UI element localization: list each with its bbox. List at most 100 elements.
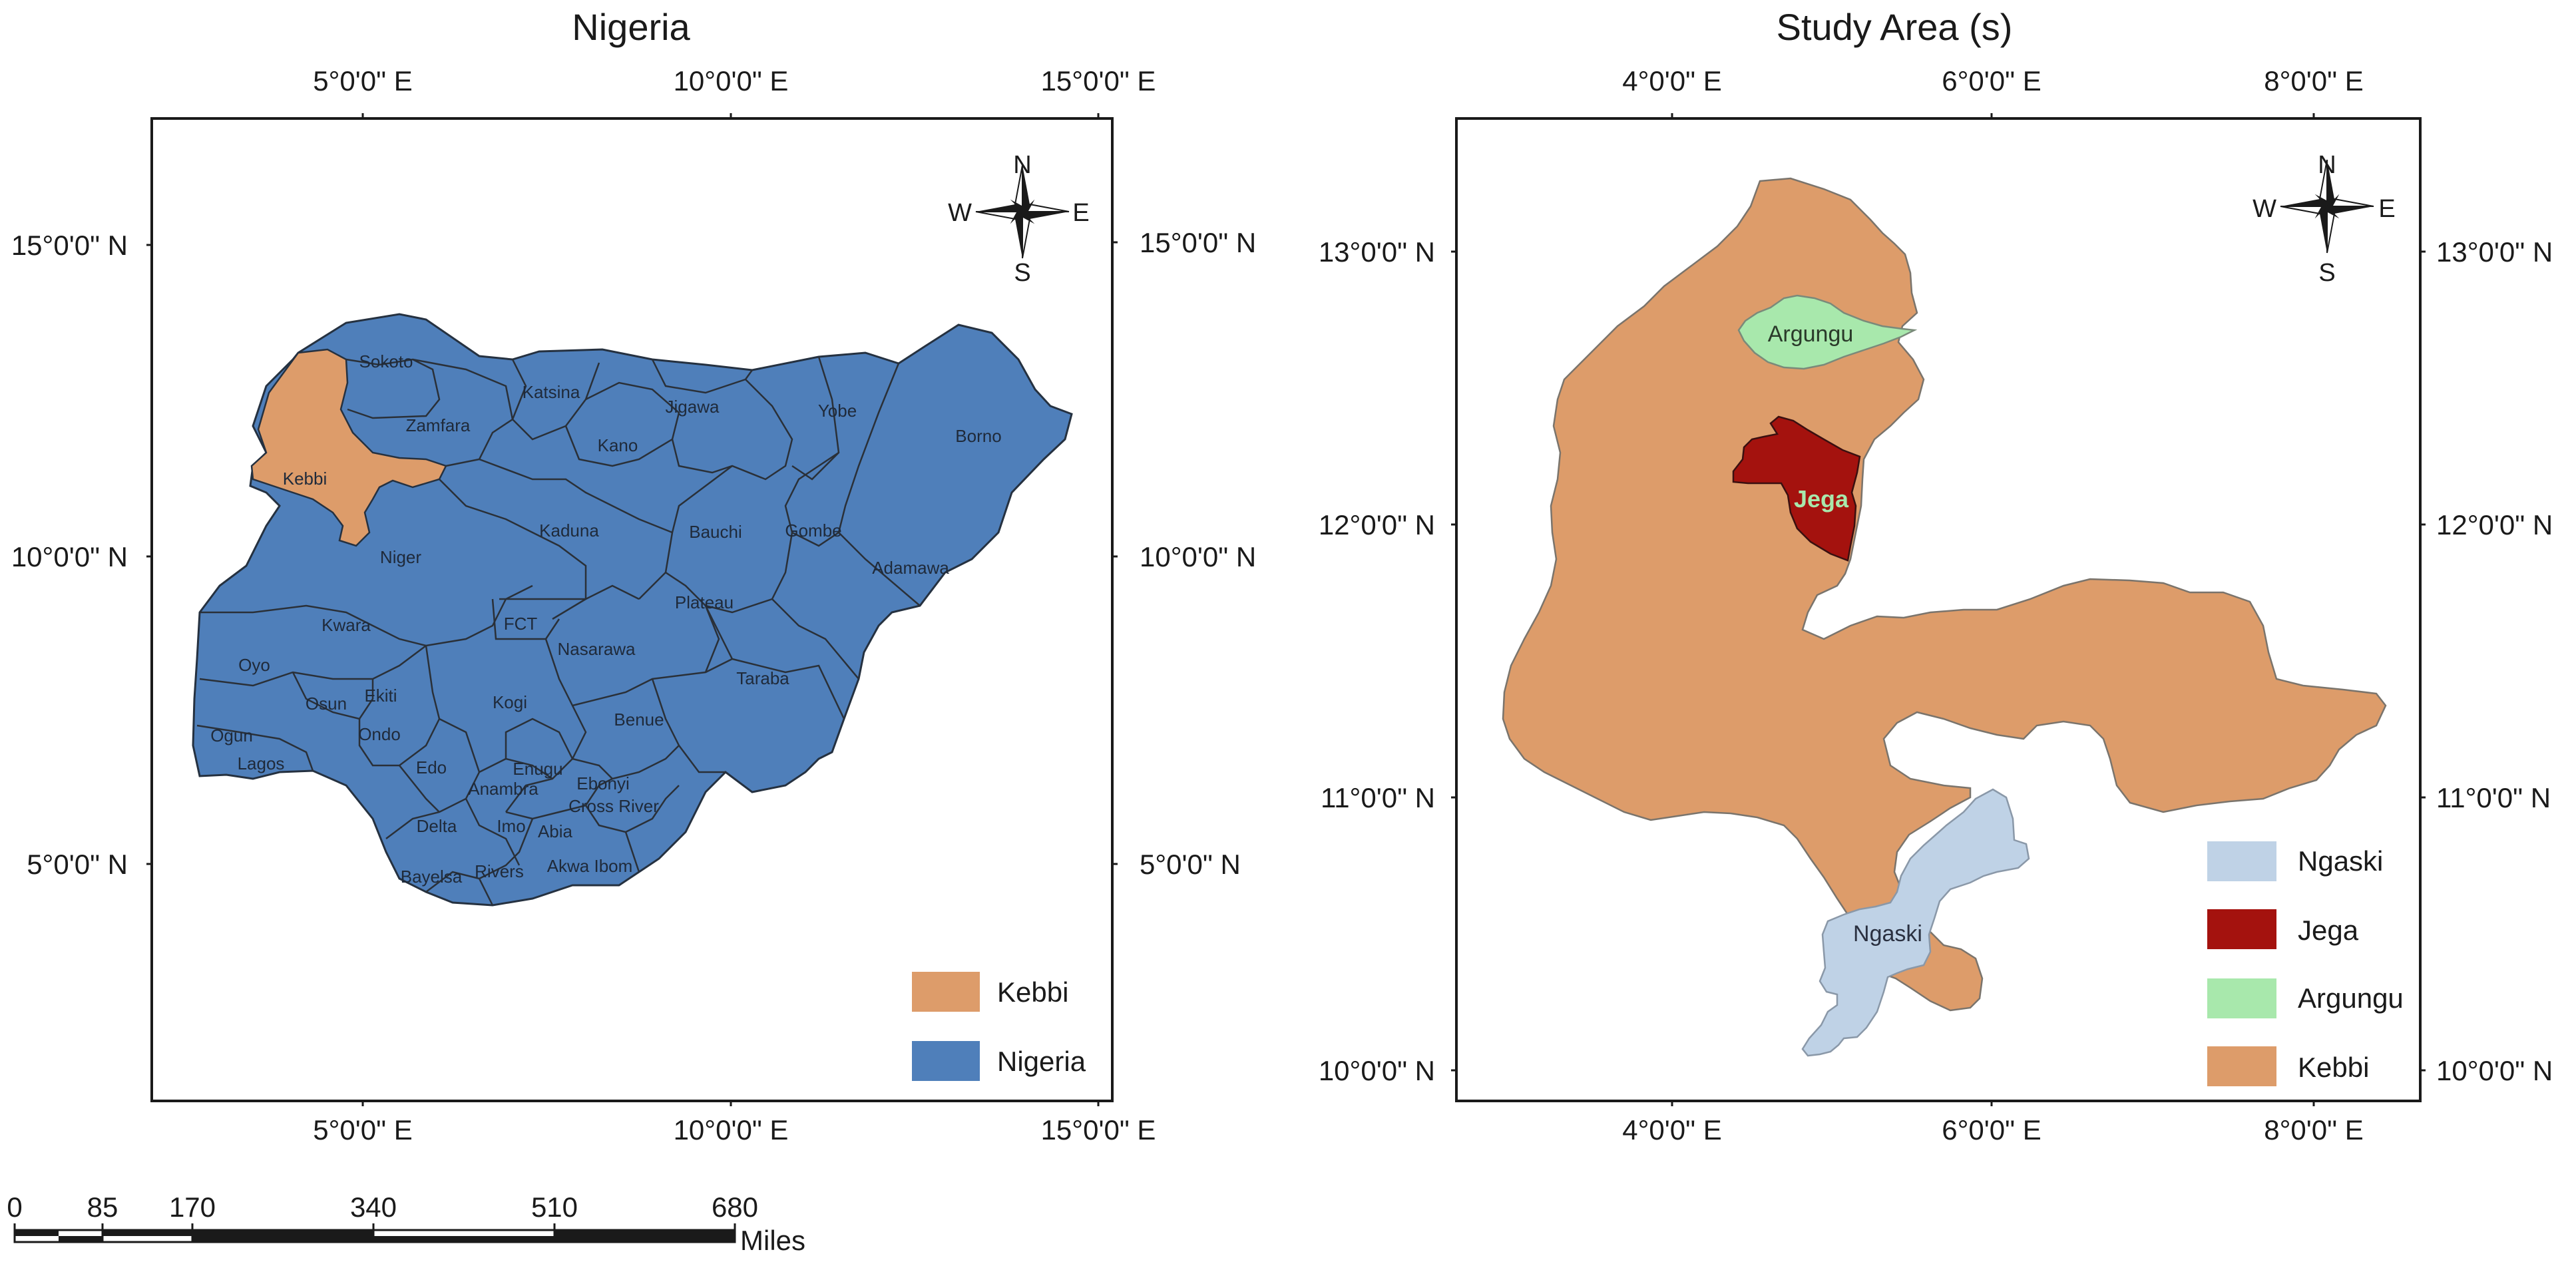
scale-bar: 0 85 170 340 510 680 Miles — [7, 1191, 805, 1256]
state-label-abia: Abia — [538, 821, 573, 841]
nigeria-top-tick-label: 5°0'0" E — [313, 65, 412, 97]
study-left-tick-label: 13°0'0" N — [1319, 236, 1435, 268]
state-label-anambra: Anambra — [468, 779, 538, 799]
nigeria-right-ticks: 15°0'0" N 10°0'0" N 5°0'0" N — [1112, 227, 1256, 880]
legend-swatch-kebbi — [2207, 1046, 2276, 1086]
jega-label: Jega — [1794, 485, 1849, 513]
nigeria-left-ticks: 15°0'0" N 10°0'0" N 5°0'0" N — [11, 230, 152, 880]
state-label-kano: Kano — [598, 435, 638, 455]
state-label-cross-river: Cross River — [568, 796, 659, 816]
nigeria-bottom-ticks: 5°0'0" E 10°0'0" E 15°0'0" E — [313, 1101, 1156, 1146]
nigeria-left-tick-label: 5°0'0" N — [27, 849, 128, 880]
kebbi-study-shape — [1502, 177, 2387, 1012]
scale-tick-label: 170 — [169, 1191, 216, 1223]
state-label-osun: Osun — [306, 694, 347, 714]
scale-tick-label: 340 — [350, 1191, 397, 1223]
nigeria-state-borders — [196, 356, 921, 906]
argungu-label: Argungu — [1768, 321, 1854, 347]
state-label-rivers: Rivers — [475, 861, 524, 881]
study-top-tick-label: 4°0'0" E — [1622, 65, 1721, 97]
scale-tick-label: 510 — [531, 1191, 578, 1223]
legend-swatch-argungu — [2207, 978, 2276, 1018]
nigeria-bottom-tick-label: 5°0'0" E — [313, 1114, 412, 1146]
compass-s-label: S — [2318, 259, 2335, 287]
study-area-map-frame — [1455, 117, 2422, 1102]
compass-w-label: W — [948, 199, 972, 227]
state-label-akwa-ibom: Akwa Ibom — [547, 856, 633, 876]
nigeria-map-panel: Nigeria 5°0'0" E 10°0'0" E 15°0'0" E 5°0… — [7, 6, 1256, 1256]
state-label-benue: Benue — [614, 710, 664, 730]
nigeria-bottom-tick-label: 15°0'0" E — [1041, 1114, 1156, 1146]
study-bottom-tick-label: 6°0'0" E — [1942, 1114, 2041, 1146]
state-label-kogi: Kogi — [493, 692, 527, 712]
state-label-kebbi: Kebbi — [283, 469, 327, 489]
state-label-bauchi: Bauchi — [689, 522, 742, 542]
study-right-ticks: 13°0'0" N 12°0'0" N 11°0'0" N 10°0'0" N — [2420, 236, 2553, 1086]
state-label-niger: Niger — [380, 547, 421, 567]
ngaski-label: Ngaski — [1853, 921, 1922, 947]
compass-s-label: S — [1014, 259, 1030, 287]
compass-e-label: E — [2378, 195, 2395, 223]
compass-rose-icon — [975, 164, 1070, 259]
legend-label-kebbi: Kebbi — [2298, 1052, 2369, 1083]
study-area-map-panel: Study Area (s) 4°0'0" E 6°0'0" E 8°0'0" … — [1319, 6, 2553, 1146]
study-top-tick-label: 8°0'0" E — [2264, 65, 2363, 97]
nigeria-right-tick-label: 15°0'0" N — [1140, 227, 1256, 258]
nigeria-map-frame — [150, 117, 1114, 1102]
study-left-tick-label: 12°0'0" N — [1319, 509, 1435, 540]
study-bottom-tick-label: 4°0'0" E — [1622, 1114, 1721, 1146]
state-label-fct: FCT — [504, 614, 538, 634]
study-area-map-title: Study Area (s) — [1777, 6, 2013, 48]
nigeria-map-title: Nigeria — [572, 6, 690, 48]
state-label-kaduna: Kaduna — [539, 521, 599, 540]
nigeria-legend: Kebbi Nigeria — [912, 972, 1086, 1081]
compass-n-label: N — [1013, 151, 1031, 179]
scale-tick-label: 85 — [87, 1191, 118, 1223]
state-label-gombe: Gombe — [785, 521, 841, 540]
argungu-region-shape — [1737, 294, 1918, 370]
legend-swatch-nigeria — [912, 1041, 980, 1081]
state-label-ondo: Ondo — [358, 724, 401, 744]
study-left-ticks: 13°0'0" N 12°0'0" N 11°0'0" N 10°0'0" N — [1319, 236, 1456, 1086]
scale-tick-label: 680 — [712, 1191, 758, 1223]
legend-swatch-kebbi — [912, 972, 980, 1012]
kebbi-state-shape — [250, 348, 447, 547]
study-bottom-tick-label: 8°0'0" E — [2264, 1114, 2363, 1146]
legend-swatch-jega — [2207, 909, 2276, 949]
study-right-tick-label: 11°0'0" N — [2436, 782, 2551, 813]
state-label-kwara: Kwara — [322, 615, 371, 635]
nigeria-top-ticks: 5°0'0" E 10°0'0" E 15°0'0" E — [313, 65, 1156, 118]
state-label-enugu: Enugu — [513, 759, 562, 779]
scale-unit-label: Miles — [740, 1225, 805, 1256]
study-legend: Ngaski Jega Argungu Kebbi — [2207, 841, 2404, 1086]
nigeria-top-tick-label: 15°0'0" E — [1041, 65, 1156, 97]
state-label-lagos: Lagos — [238, 753, 285, 773]
state-label-borno: Borno — [955, 426, 1001, 446]
study-right-tick-label: 13°0'0" N — [2436, 236, 2553, 268]
state-label-oyo: Oyo — [238, 655, 270, 675]
state-label-sokoto: Sokoto — [359, 351, 413, 371]
nigeria-north-arrow: N S E W — [948, 151, 1090, 287]
state-label-katsina: Katsina — [523, 382, 580, 402]
study-left-tick-label: 10°0'0" N — [1319, 1055, 1435, 1086]
legend-label-argungu: Argungu — [2298, 982, 2404, 1014]
state-label-zamfara: Zamfara — [406, 415, 471, 435]
state-label-taraba: Taraba — [736, 668, 789, 688]
jega-region-shape — [1732, 415, 1861, 562]
nigeria-right-tick-label: 10°0'0" N — [1140, 541, 1256, 572]
legend-label-nigeria: Nigeria — [997, 1046, 1086, 1077]
state-label-ebonyi: Ebonyi — [576, 773, 630, 793]
study-top-ticks: 4°0'0" E 6°0'0" E 8°0'0" E — [1622, 65, 2364, 118]
scale-tick-label: 0 — [7, 1191, 22, 1223]
study-right-tick-label: 10°0'0" N — [2436, 1055, 2553, 1086]
state-label-plateau: Plateau — [675, 592, 734, 612]
nigeria-left-tick-label: 15°0'0" N — [11, 230, 128, 261]
nigeria-right-tick-label: 5°0'0" N — [1140, 849, 1241, 880]
state-label-edo: Edo — [416, 757, 447, 777]
state-label-nasarawa: Nasarawa — [557, 639, 636, 659]
ngaski-region-shape — [1801, 788, 2030, 1057]
study-north-arrow: N S E W — [2253, 151, 2396, 287]
compass-n-label: N — [2318, 151, 2336, 179]
state-label-jigawa: Jigawa — [666, 397, 720, 417]
